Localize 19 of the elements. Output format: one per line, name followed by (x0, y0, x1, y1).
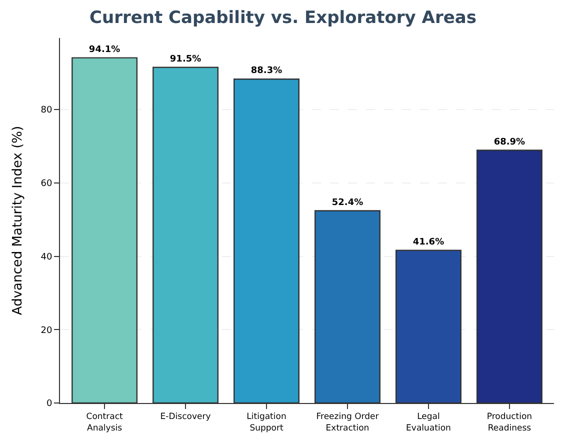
y-tick-label: 0 (46, 399, 52, 410)
y-tick-label: 40 (40, 252, 52, 262)
y-axis-title: Advanced Maturity Index (%) (10, 126, 26, 316)
x-tick-label: Contract Analysis (86, 412, 124, 434)
data-label: 41.6% (412, 237, 444, 248)
x-tick-label: Production Readiness (486, 412, 532, 434)
data-label: 91.5% (170, 54, 202, 64)
x-tick-label: Freezing Order Extraction (316, 412, 380, 434)
x-tick-label: Legal Evaluation (406, 412, 451, 434)
data-label: 88.3% (250, 66, 282, 76)
data-label: 52.4% (332, 198, 364, 208)
data-label: 68.9% (494, 137, 526, 148)
y-tick-label: 80 (40, 106, 52, 116)
data-label: 94.1% (88, 44, 120, 55)
chart-title: Current Capability vs. Exploratory Areas (90, 8, 476, 28)
x-tick-label: Litigation Support (246, 412, 286, 434)
y-tick-label: 60 (40, 179, 52, 190)
y-tick-label: 20 (40, 326, 52, 336)
x-tick-label: E-Discovery (160, 412, 211, 422)
